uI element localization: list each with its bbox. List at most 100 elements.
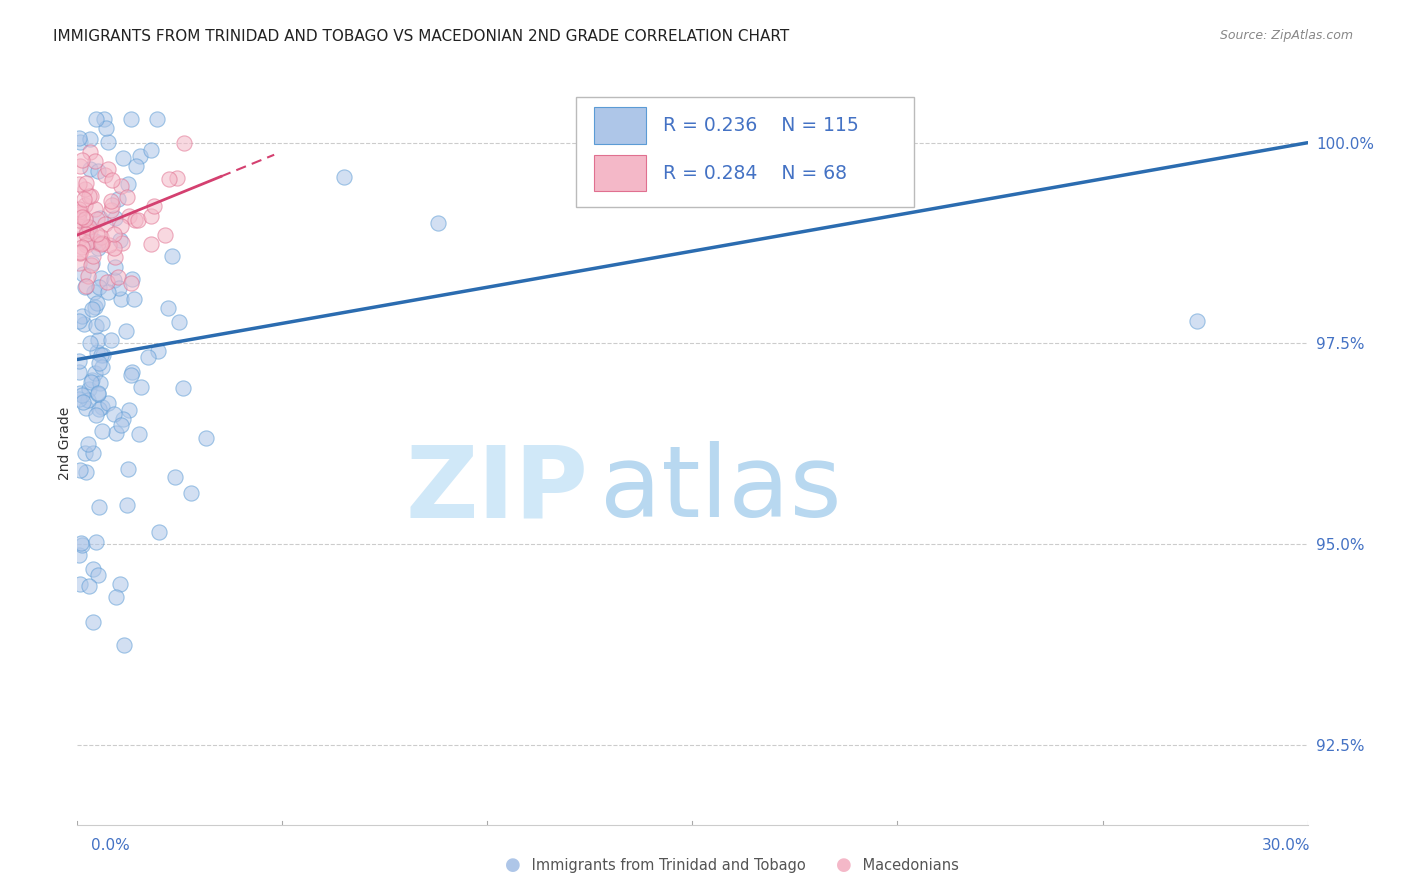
Point bbox=[91, 316, 114, 330]
Point bbox=[84, 318, 107, 333]
Text: atlas: atlas bbox=[600, 441, 842, 538]
Point bbox=[112, 638, 135, 652]
Point bbox=[67, 353, 90, 368]
Point bbox=[110, 576, 132, 591]
Point bbox=[83, 285, 105, 299]
Text: 0.0%: 0.0% bbox=[91, 838, 131, 853]
Point bbox=[84, 235, 107, 249]
Point bbox=[103, 241, 125, 255]
Point bbox=[77, 219, 100, 234]
Point bbox=[107, 269, 129, 284]
Point bbox=[114, 324, 136, 338]
Point bbox=[155, 227, 177, 242]
Point bbox=[112, 151, 135, 165]
Point bbox=[101, 172, 124, 186]
Text: R = 0.284    N = 68: R = 0.284 N = 68 bbox=[664, 163, 846, 183]
Point bbox=[79, 145, 101, 160]
Point bbox=[100, 194, 122, 208]
Point bbox=[69, 135, 91, 149]
Point bbox=[73, 317, 96, 331]
Point bbox=[104, 211, 127, 225]
Point bbox=[82, 249, 104, 263]
Point bbox=[97, 135, 120, 149]
Point bbox=[84, 153, 107, 168]
Point bbox=[87, 164, 110, 178]
Point bbox=[77, 437, 100, 451]
Point bbox=[427, 216, 450, 230]
Point bbox=[94, 120, 117, 135]
Point bbox=[67, 232, 90, 246]
Point bbox=[160, 249, 183, 263]
Point bbox=[100, 202, 122, 217]
Point bbox=[73, 182, 96, 196]
Point bbox=[77, 189, 100, 203]
Point bbox=[104, 260, 127, 274]
Point bbox=[84, 300, 107, 314]
Point bbox=[104, 251, 127, 265]
Point bbox=[72, 268, 94, 282]
Point bbox=[139, 237, 162, 252]
Point bbox=[87, 387, 110, 401]
Point bbox=[110, 417, 132, 432]
Point bbox=[117, 403, 139, 417]
Point bbox=[76, 235, 98, 250]
Point bbox=[105, 591, 128, 605]
Point bbox=[75, 280, 97, 294]
Point bbox=[67, 205, 90, 219]
Point bbox=[110, 219, 132, 233]
Point bbox=[80, 189, 103, 203]
Text: 30.0%: 30.0% bbox=[1263, 838, 1310, 853]
Point bbox=[67, 392, 90, 406]
Text: ●: ● bbox=[505, 856, 522, 874]
Point bbox=[103, 227, 125, 241]
Point bbox=[87, 385, 110, 400]
Point bbox=[89, 280, 111, 294]
Point bbox=[117, 462, 139, 476]
Point bbox=[75, 446, 97, 460]
Point bbox=[75, 227, 97, 242]
Point bbox=[167, 315, 190, 329]
Point bbox=[84, 408, 107, 422]
Point bbox=[165, 470, 187, 484]
Text: Source: ZipAtlas.com: Source: ZipAtlas.com bbox=[1219, 29, 1353, 43]
Point bbox=[173, 136, 195, 150]
Point bbox=[86, 212, 108, 227]
Point bbox=[129, 380, 152, 394]
Point bbox=[79, 162, 101, 177]
Point bbox=[107, 192, 129, 206]
Point bbox=[84, 366, 107, 380]
Point bbox=[122, 292, 145, 306]
Point bbox=[127, 213, 149, 227]
Point bbox=[67, 131, 90, 145]
Point bbox=[87, 402, 110, 417]
Point bbox=[89, 356, 111, 370]
Point bbox=[67, 256, 90, 270]
Point bbox=[166, 171, 188, 186]
Point bbox=[75, 279, 97, 293]
Point bbox=[87, 568, 110, 582]
Point bbox=[75, 211, 97, 226]
Point bbox=[69, 159, 91, 173]
Point bbox=[77, 392, 100, 407]
Point bbox=[97, 237, 120, 252]
Point bbox=[90, 271, 112, 285]
Point bbox=[80, 255, 103, 269]
Point bbox=[93, 348, 115, 362]
Point bbox=[86, 227, 108, 242]
Point bbox=[77, 382, 100, 396]
Point bbox=[108, 233, 131, 247]
Point bbox=[86, 344, 108, 359]
Point bbox=[136, 350, 159, 364]
Point bbox=[118, 209, 141, 223]
Point bbox=[91, 424, 114, 438]
FancyBboxPatch shape bbox=[575, 96, 914, 207]
Point bbox=[91, 360, 114, 375]
Point bbox=[100, 334, 122, 348]
Text: ●: ● bbox=[835, 856, 852, 874]
Point bbox=[70, 388, 93, 402]
Point bbox=[84, 202, 107, 216]
Point bbox=[70, 538, 93, 552]
Bar bbox=[595, 154, 645, 191]
Point bbox=[110, 178, 132, 193]
Point bbox=[69, 385, 91, 400]
